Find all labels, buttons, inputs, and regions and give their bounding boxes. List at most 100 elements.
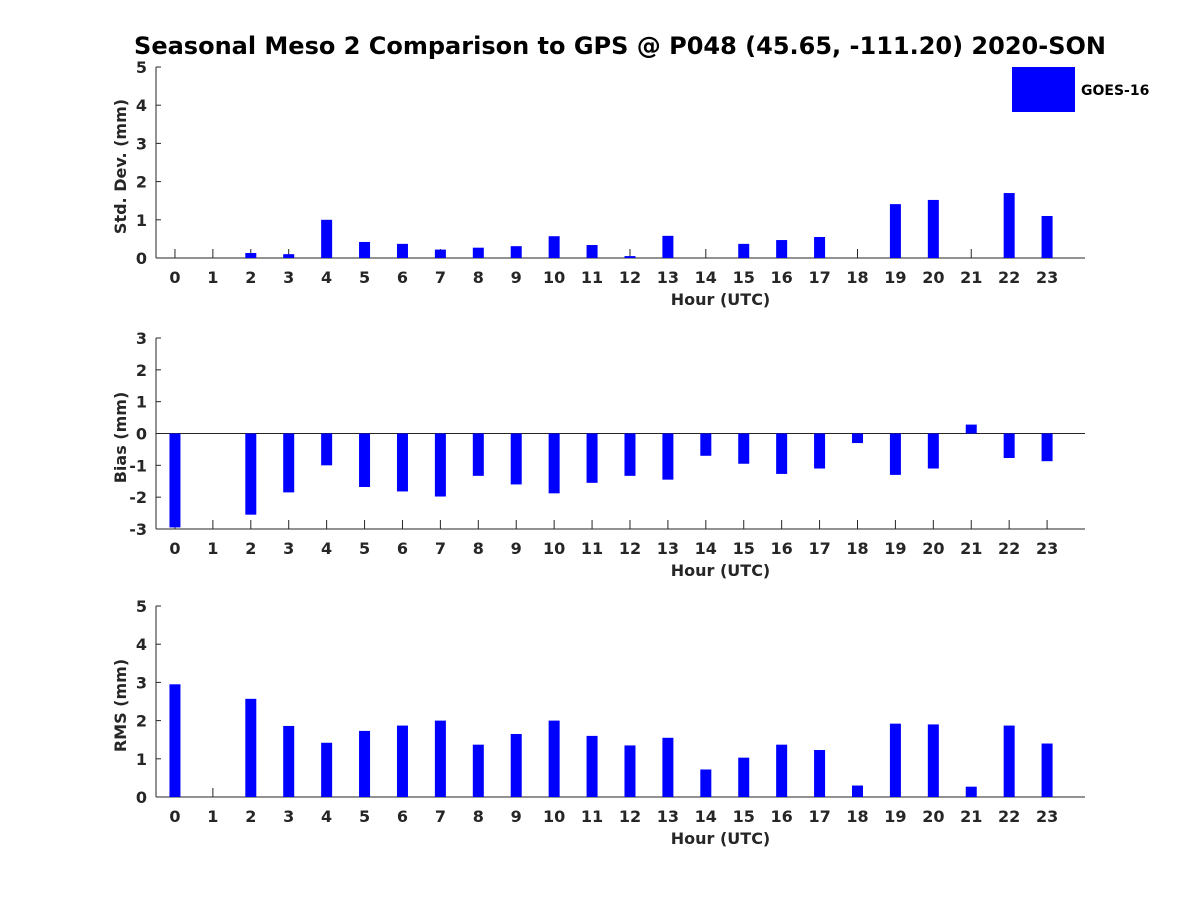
rms-ytick-label: 2	[136, 712, 147, 731]
std-dev-bar-hour-6	[396, 243, 408, 258]
bias-xtick-label: 3	[283, 539, 294, 558]
std-dev-xtick-label: 11	[581, 268, 603, 287]
bias-bar-hour-6	[396, 433, 408, 492]
std-dev-xtick-label: 5	[359, 268, 370, 287]
bias-ytick-label: -3	[129, 520, 147, 539]
std-dev-xtick-label: 8	[473, 268, 484, 287]
std-dev-bar-hour-3	[283, 254, 295, 258]
rms-xtick-label: 2	[245, 807, 256, 826]
bias-xtick-label: 6	[397, 539, 408, 558]
rms-xtick-label: 7	[435, 807, 446, 826]
bias-bar-hour-13	[662, 433, 674, 480]
bias-bar-hour-2	[245, 433, 257, 515]
std-dev-xtick-label: 1	[207, 268, 218, 287]
bias-xtick-label: 11	[581, 539, 603, 558]
std-dev-xtick-label: 23	[1036, 268, 1058, 287]
legend: GOES-16	[1012, 67, 1149, 112]
std-dev-bar-hour-4	[321, 219, 333, 258]
std-dev-bar-hour-22	[1003, 193, 1015, 258]
std-dev-xtick-label: 15	[733, 268, 755, 287]
bias-xtick-label: 9	[511, 539, 522, 558]
rms-xtick-label: 21	[960, 807, 982, 826]
legend-label-goes-16: GOES-16	[1081, 83, 1149, 99]
std-dev-bar-hour-8	[472, 247, 484, 258]
std-dev-bar-hour-19	[889, 204, 901, 258]
std-dev-xtick-label: 9	[511, 268, 522, 287]
rms-xtick-label: 22	[998, 807, 1020, 826]
std-dev-ytick-label: 4	[136, 96, 147, 115]
rms-xtick-label: 23	[1036, 807, 1058, 826]
bias-bar-hour-14	[700, 433, 712, 456]
rms-xtick-label: 12	[619, 807, 641, 826]
rms-xtick-label: 16	[771, 807, 793, 826]
bias-xtick-label: 17	[808, 539, 830, 558]
std-dev-xtick-label: 6	[397, 268, 408, 287]
rms-xtick-label: 10	[543, 807, 565, 826]
bias-xtick-label: 10	[543, 539, 565, 558]
bias-bar-hour-12	[624, 433, 636, 476]
rms-bar-hour-7	[434, 720, 446, 797]
rms-xtick-label: 20	[922, 807, 944, 826]
std-dev-xtick-label: 13	[657, 268, 679, 287]
std-dev-xtick-label: 20	[922, 268, 944, 287]
bias-bar-hour-4	[321, 433, 333, 466]
std-dev-xtick-label: 22	[998, 268, 1020, 287]
rms-bar-hour-4	[321, 742, 333, 797]
bias-xtick-label: 13	[657, 539, 679, 558]
bias-xtick-label: 23	[1036, 539, 1058, 558]
legend-swatch-goes-16	[1012, 67, 1075, 112]
std-dev-xtick-label: 3	[283, 268, 294, 287]
bias-xtick-label: 15	[733, 539, 755, 558]
rms-bar-hour-17	[814, 750, 826, 797]
bias-xtick-label: 21	[960, 539, 982, 558]
rms-bar-hour-9	[510, 733, 522, 797]
rms-ytick-label: 5	[136, 597, 147, 616]
std-dev-bar-hour-5	[359, 241, 371, 258]
bias-xtick-label: 0	[169, 539, 180, 558]
rms-xtick-label: 6	[397, 807, 408, 826]
rms-xtick-label: 4	[321, 807, 332, 826]
bias-bar-hour-5	[359, 433, 371, 487]
std-dev-xtick-label: 14	[695, 268, 717, 287]
rms-bar-hour-19	[889, 723, 901, 797]
bias-ytick-label: 0	[136, 425, 147, 444]
std-dev-ytick-label: 5	[136, 58, 147, 77]
std-dev-bar-hour-16	[776, 240, 788, 258]
bias-bar-hour-16	[776, 433, 788, 474]
rms-bar-hour-3	[283, 725, 295, 797]
std-dev-bar-hour-20	[927, 199, 939, 258]
std-dev-xtick-label: 19	[884, 268, 906, 287]
rms-xtick-label: 3	[283, 807, 294, 826]
bias-xtick-label: 4	[321, 539, 332, 558]
bias-ytick-label: 3	[136, 329, 147, 348]
std-dev-ytick-label: 3	[136, 134, 147, 153]
rms-ytick-label: 4	[136, 635, 147, 654]
rms-bar-hour-2	[245, 698, 257, 797]
bias-bar-hour-22	[1003, 433, 1015, 459]
rms-x-label: Hour (UTC)	[671, 829, 771, 848]
std-dev-bar-hour-12	[624, 256, 636, 258]
std-dev-x-label: Hour (UTC)	[671, 290, 771, 309]
std-dev-y-label: Std. Dev. (mm)	[111, 99, 130, 234]
std-dev-xtick-label: 10	[543, 268, 565, 287]
std-dev-ytick-label: 2	[136, 173, 147, 192]
rms-xtick-label: 17	[808, 807, 830, 826]
rms-bar-hour-5	[359, 730, 371, 797]
rms-bar-hour-10	[548, 720, 560, 797]
rms-y-label: RMS (mm)	[111, 659, 130, 752]
bias-bar-hour-9	[510, 433, 522, 485]
rms-bar-hour-11	[586, 735, 598, 797]
rms-bar-hour-23	[1041, 743, 1053, 797]
std-dev-xtick-label: 17	[808, 268, 830, 287]
rms-bar-hour-0	[169, 684, 181, 797]
bias-xtick-label: 19	[884, 539, 906, 558]
bias-bar-hour-23	[1041, 433, 1053, 462]
bias-xtick-label: 14	[695, 539, 717, 558]
bias-bar-hour-10	[548, 433, 560, 494]
rms-xtick-label: 5	[359, 807, 370, 826]
bias-bar-hour-21	[965, 424, 977, 434]
